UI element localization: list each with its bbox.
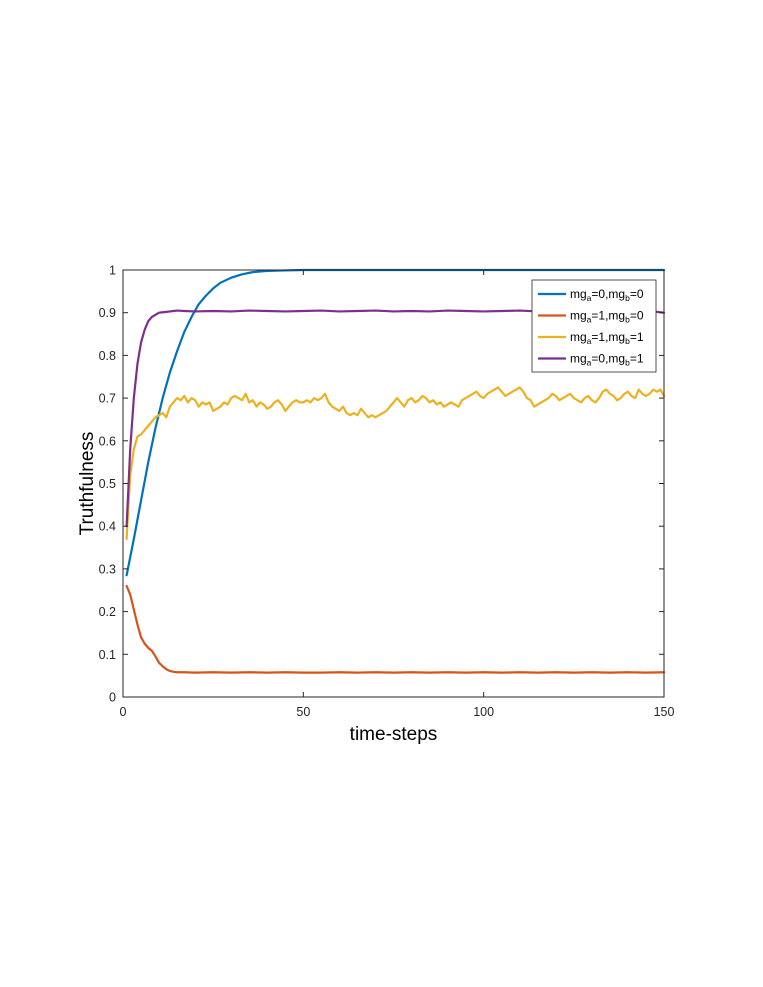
y-tick-label: 0.3	[99, 562, 116, 576]
y-tick-label: 0.8	[99, 349, 116, 363]
y-tick-label: 0.1	[99, 648, 116, 662]
y-axis-label: Truthfulness	[77, 432, 98, 536]
series-line-2	[125, 584, 666, 674]
legend-label-2: mga=1,mgb=0	[570, 309, 644, 325]
ticks-layer: 0 50 100 150 0 0.1 0.2 0.3 0.4 0.5 0.6 0.7 0.8 0.9 1	[99, 264, 675, 720]
series-line-3	[125, 386, 666, 541]
y-tick-label: 0.7	[99, 392, 116, 406]
x-tick-label: 0	[120, 705, 127, 719]
legend-label-3: mga=1,mgb=1	[570, 330, 644, 346]
y-tick-label: 1	[109, 264, 116, 278]
y-tick-label: 0.4	[99, 520, 116, 534]
legend: mga=0,mgb=0 mga=1,mgb=0 mga=1,mgb=1 mga=0,m…	[531, 279, 657, 373]
x-tick-label: 50	[296, 705, 310, 719]
y-tick-label: 0.9	[99, 306, 116, 320]
y-tick-label: 0.2	[99, 605, 116, 619]
legend-label-1: mga=0,mgb=0	[570, 287, 644, 303]
x-tick-label: 100	[473, 705, 494, 719]
x-axis-label: time-steps	[350, 724, 438, 745]
y-tick-label: 0	[109, 691, 116, 705]
y-tick-label: 0.6	[99, 434, 116, 448]
y-tick-label: 0.5	[99, 477, 116, 491]
x-tick-label: 150	[654, 705, 675, 719]
legend-label-4: mga=0,mgb=1	[570, 352, 644, 368]
legend-box	[531, 279, 657, 373]
